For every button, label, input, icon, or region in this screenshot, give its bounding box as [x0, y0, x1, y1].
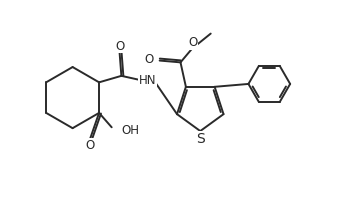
Text: O: O	[115, 40, 124, 53]
Text: OH: OH	[122, 124, 140, 137]
Text: S: S	[197, 132, 205, 146]
Text: O: O	[85, 139, 95, 152]
Text: HN: HN	[139, 74, 156, 87]
Text: O: O	[188, 36, 197, 49]
Text: O: O	[145, 53, 154, 66]
